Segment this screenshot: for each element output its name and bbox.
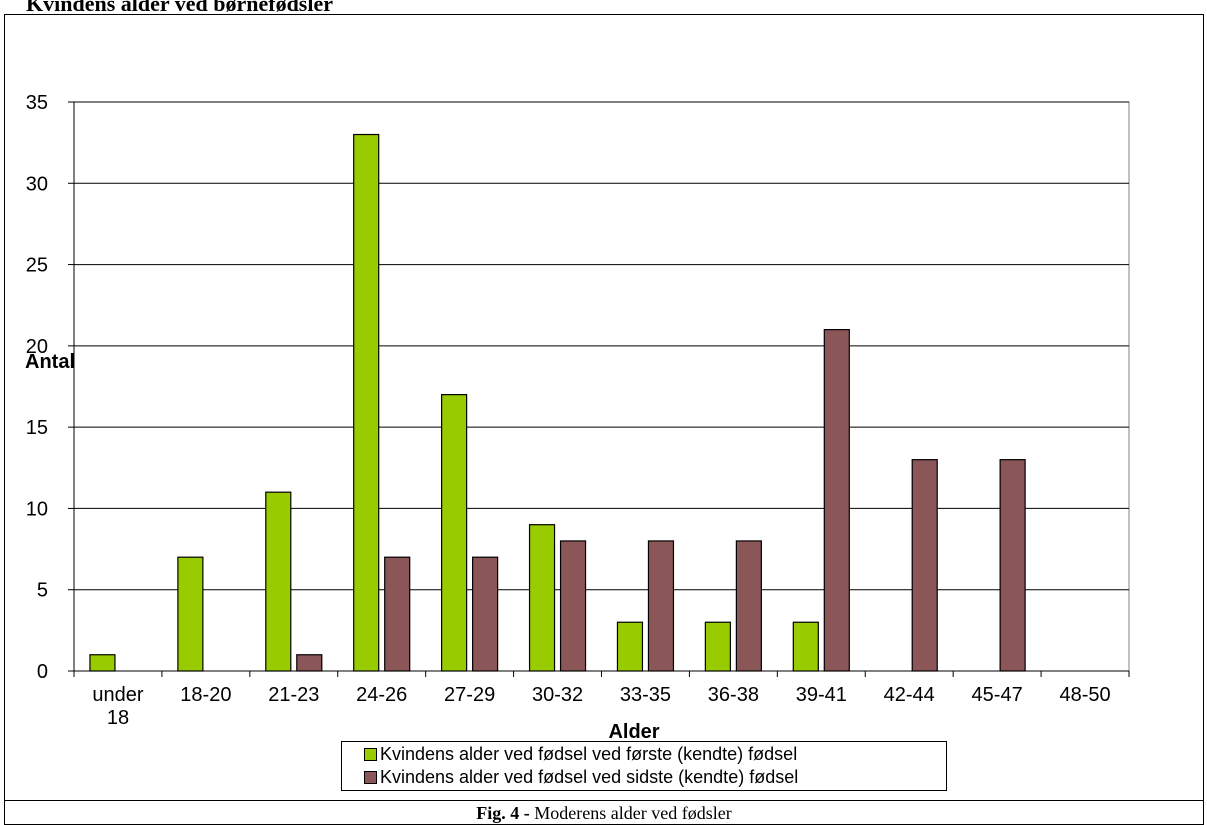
y-tick-label: 15	[26, 417, 48, 439]
bar-last-birth	[296, 654, 323, 672]
y-tick-label: 35	[26, 92, 48, 114]
y-tick-label: 20	[26, 336, 48, 358]
bar-first-birth	[265, 491, 292, 672]
x-tick-label: 36-38	[708, 684, 759, 706]
x-tick-label: under 18	[92, 684, 143, 729]
bar-last-birth	[559, 540, 587, 672]
bar-last-birth	[647, 540, 675, 672]
bar-first-birth	[704, 621, 731, 672]
bar-first-birth	[353, 133, 380, 672]
x-tick-label: 30-32	[532, 684, 583, 706]
legend-item-first: Kvindens alder ved fødsel ved første (ke…	[364, 743, 946, 766]
tick-labels: 0 5 10 15 20 25 30 35 under 18 18-20 21-23 24-26 27-2…	[26, 92, 1111, 729]
legend-label-first: Kvindens alder ved fødsel ved første (ke…	[380, 744, 798, 764]
plot-area	[73, 101, 1130, 672]
legend-label-last: Kvindens alder ved fødsel ved sidste (ke…	[380, 767, 799, 787]
bar-last-birth	[823, 329, 850, 672]
x-tick-label: 45-47	[972, 684, 1023, 706]
x-tick-label: 21-23	[268, 684, 319, 706]
legend-swatch-first	[364, 748, 377, 761]
bar-first-birth	[89, 654, 116, 672]
bar-first-birth	[792, 621, 819, 672]
y-tick-label: 0	[37, 661, 48, 683]
x-tick-label: 48-50	[1059, 684, 1110, 706]
bar-last-birth	[472, 556, 499, 672]
legend: Kvindens alder ved fødsel ved første (ke…	[341, 741, 947, 791]
bar-first-birth	[441, 394, 468, 672]
bar-first-birth	[528, 524, 556, 672]
y-tick-label: 10	[26, 498, 48, 520]
bar-last-birth	[911, 459, 938, 672]
y-tick-label: 30	[26, 173, 48, 195]
figure-caption: Fig. 4 - Moderens alder ved fødsler	[4, 800, 1204, 825]
x-axis-title: Alder	[608, 721, 659, 743]
legend-swatch-last	[364, 771, 377, 784]
x-tick-label: 33-35	[620, 684, 671, 706]
axes	[68, 101, 1130, 677]
bar-first-birth	[177, 556, 204, 672]
bar-last-birth	[735, 540, 762, 672]
bars	[89, 133, 1026, 672]
legend-item-last: Kvindens alder ved fødsel ved sidste (ke…	[364, 766, 946, 789]
caption-text: Moderens alder ved fødsler	[529, 803, 732, 823]
page-title: Kvindens alder ved børnefødsler	[26, 0, 334, 16]
caption-fig-label: Fig. 4 -	[476, 803, 530, 823]
gridlines	[73, 101, 1130, 672]
x-tick-label: 18-20	[180, 684, 231, 706]
y-axis-title: Antal	[25, 351, 75, 373]
x-tick-label: 27-29	[444, 684, 495, 706]
x-tick-label: 39-41	[796, 684, 847, 706]
x-tick-label: 24-26	[356, 684, 407, 706]
y-tick-label: 5	[37, 580, 48, 602]
y-tick-label: 25	[26, 255, 48, 277]
bar-last-birth	[999, 459, 1026, 672]
bar-first-birth	[616, 621, 644, 672]
bar-last-birth	[384, 556, 411, 672]
x-tick-label: 42-44	[884, 684, 935, 706]
